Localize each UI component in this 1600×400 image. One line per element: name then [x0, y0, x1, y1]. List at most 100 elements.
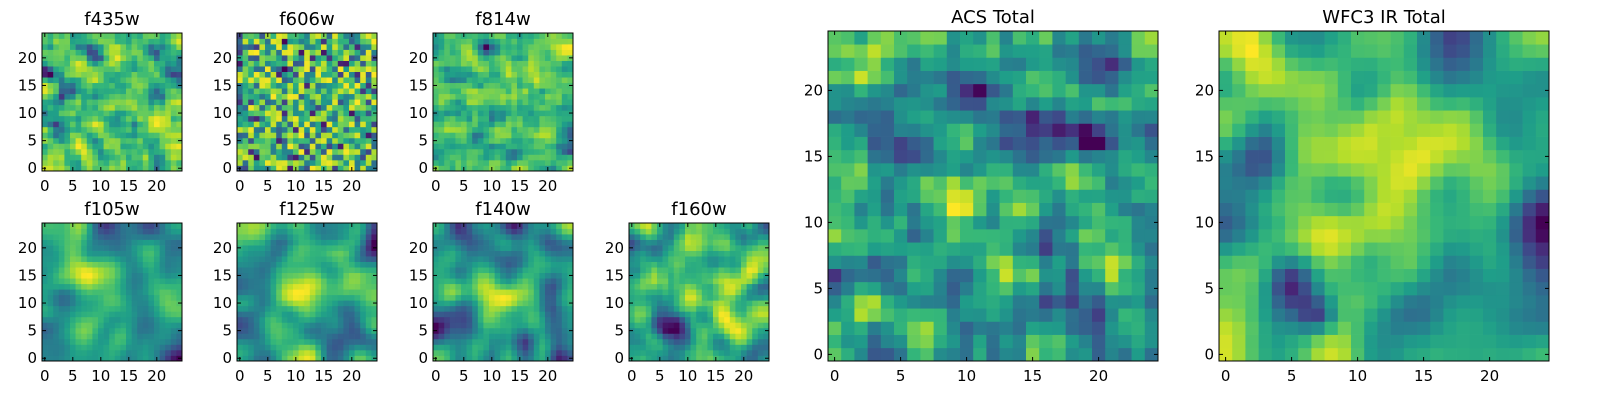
heatmap-cell	[131, 344, 138, 351]
heatmap-cell	[131, 121, 138, 128]
heatmap-cell	[724, 250, 731, 257]
heatmap-cell	[511, 115, 518, 122]
heatmap-cell	[365, 272, 372, 279]
heatmap-cell	[315, 115, 322, 122]
heatmap-cell	[64, 55, 71, 61]
heatmap-cell	[556, 223, 563, 229]
heatmap-cell	[466, 126, 473, 133]
heatmap-cell	[98, 121, 104, 128]
heatmap-cell	[343, 245, 350, 251]
heatmap-cell	[433, 93, 439, 100]
heatmap-cell	[489, 148, 495, 155]
heatmap-cell	[70, 121, 76, 128]
heatmap-cell	[696, 322, 703, 329]
heatmap-cell	[354, 300, 361, 307]
heatmap-cell	[70, 88, 76, 95]
heatmap-cell	[477, 300, 484, 307]
heatmap-cell	[494, 44, 501, 50]
heatmap-cell	[550, 300, 557, 307]
heatmap-cell	[933, 163, 948, 177]
heatmap-cell	[326, 126, 333, 133]
heatmap-cell	[298, 82, 305, 89]
heatmap-cell	[270, 148, 277, 155]
heatmap-cell	[259, 154, 266, 161]
heatmap-cell	[354, 344, 361, 351]
heatmap-cell	[304, 33, 311, 39]
heatmap-cell	[500, 355, 507, 362]
heatmap-cell	[634, 327, 641, 334]
heatmap-cell	[360, 333, 367, 340]
heatmap-cell	[494, 66, 501, 72]
heatmap-cell	[438, 143, 445, 150]
heatmap-cell	[472, 132, 479, 139]
heatmap-cell	[86, 250, 93, 257]
heatmap-cell	[701, 333, 708, 340]
heatmap-cell	[477, 338, 484, 345]
heatmap-cell	[1092, 202, 1106, 217]
heatmap-cell	[741, 256, 747, 262]
heatmap-cell	[701, 349, 708, 356]
heatmap-cell	[999, 295, 1014, 309]
heatmap-cell	[505, 250, 512, 257]
heatmap-cell	[511, 278, 518, 285]
heatmap-cell	[131, 93, 138, 100]
heatmap-cell	[657, 256, 663, 262]
heatmap-cell	[713, 267, 719, 274]
heatmap-cell	[315, 256, 322, 262]
heatmap-cell	[477, 38, 484, 45]
heatmap-cell	[561, 344, 568, 351]
heatmap-cell	[444, 49, 451, 56]
heatmap-cell	[1144, 215, 1159, 230]
heatmap-cell	[321, 110, 327, 117]
heatmap-cell	[522, 88, 529, 95]
heatmap-cell	[142, 256, 149, 262]
heatmap-cell	[735, 300, 742, 307]
heatmap-cell	[986, 295, 1000, 309]
heatmap-cell	[746, 234, 753, 240]
heatmap-cell	[701, 300, 708, 307]
heatmap-cell	[349, 115, 355, 122]
heatmap-cell	[165, 143, 172, 150]
heatmap-cell	[517, 132, 523, 139]
heatmap-cell	[92, 278, 99, 285]
heatmap-cell	[86, 305, 93, 312]
heatmap-cell	[309, 300, 316, 307]
heatmap-cell	[120, 223, 127, 229]
heatmap-cell	[148, 121, 155, 128]
heatmap-cell	[154, 104, 160, 111]
heatmap-cell	[841, 308, 855, 322]
heatmap-cell	[907, 229, 921, 243]
heatmap-cell	[455, 228, 462, 235]
heatmap-cell	[561, 165, 568, 172]
heatmap-cell	[159, 82, 166, 89]
heatmap-cell	[242, 88, 249, 95]
heatmap-cell	[86, 256, 93, 262]
heatmap-cell	[287, 154, 294, 161]
heatmap-cell	[354, 33, 361, 39]
heatmap-cell	[517, 71, 523, 78]
heatmap-cell	[126, 115, 132, 122]
heatmap-cell	[528, 126, 535, 133]
heatmap-cell	[315, 322, 322, 329]
heatmap-cell	[466, 93, 473, 100]
heatmap-cell	[986, 176, 1000, 190]
heatmap-cell	[287, 283, 294, 290]
heatmap-cell	[92, 344, 99, 351]
heatmap-cell	[304, 338, 311, 345]
heatmap-cell	[137, 355, 144, 362]
heatmap-cell	[343, 316, 350, 323]
heatmap-cell	[696, 228, 703, 235]
heatmap-cell	[455, 267, 462, 274]
y-tick-label: 5	[418, 132, 428, 150]
heatmap-cell	[718, 316, 725, 323]
heatmap-cell	[354, 121, 361, 128]
heatmap-cell	[960, 189, 974, 203]
heatmap-cell	[58, 234, 65, 240]
heatmap-cell	[64, 110, 71, 117]
heatmap-cell	[561, 228, 568, 235]
heatmap-cell	[556, 261, 563, 268]
heatmap-cell	[332, 49, 339, 56]
heatmap-cell	[455, 88, 462, 95]
heatmap-cell	[154, 88, 160, 95]
heatmap-cell	[47, 256, 54, 262]
